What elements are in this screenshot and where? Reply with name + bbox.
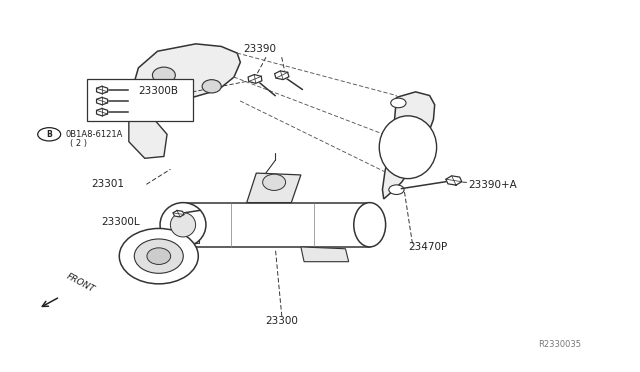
Polygon shape bbox=[248, 74, 262, 83]
Polygon shape bbox=[97, 86, 108, 94]
Polygon shape bbox=[129, 101, 167, 158]
Ellipse shape bbox=[389, 185, 404, 195]
Polygon shape bbox=[301, 247, 349, 262]
Polygon shape bbox=[183, 203, 370, 247]
Polygon shape bbox=[246, 173, 301, 203]
Ellipse shape bbox=[134, 239, 183, 273]
Polygon shape bbox=[275, 71, 289, 80]
Polygon shape bbox=[97, 97, 108, 105]
Text: 0B1A8-6121A: 0B1A8-6121A bbox=[65, 130, 122, 139]
Text: 23300: 23300 bbox=[266, 316, 298, 326]
Ellipse shape bbox=[262, 174, 285, 190]
Ellipse shape bbox=[160, 203, 206, 247]
Polygon shape bbox=[97, 109, 108, 116]
Text: 23301: 23301 bbox=[92, 179, 124, 189]
Ellipse shape bbox=[202, 80, 221, 93]
Ellipse shape bbox=[391, 98, 406, 108]
Polygon shape bbox=[129, 44, 241, 112]
Circle shape bbox=[38, 128, 61, 141]
Text: B: B bbox=[46, 130, 52, 139]
Text: 23300B: 23300B bbox=[138, 86, 179, 96]
Ellipse shape bbox=[170, 212, 196, 237]
Ellipse shape bbox=[354, 203, 386, 247]
Text: 23390+A: 23390+A bbox=[468, 180, 516, 190]
Ellipse shape bbox=[130, 93, 147, 105]
Text: ( 2 ): ( 2 ) bbox=[70, 139, 86, 148]
Polygon shape bbox=[383, 92, 435, 199]
Ellipse shape bbox=[147, 248, 171, 264]
Polygon shape bbox=[446, 176, 462, 185]
Text: 23300L: 23300L bbox=[102, 217, 140, 227]
Polygon shape bbox=[173, 211, 184, 217]
Text: FRONT: FRONT bbox=[65, 272, 97, 294]
Ellipse shape bbox=[380, 116, 436, 179]
Ellipse shape bbox=[152, 67, 175, 83]
Text: R2330035: R2330035 bbox=[538, 340, 581, 349]
Ellipse shape bbox=[119, 228, 198, 284]
Text: 23470P: 23470P bbox=[408, 242, 447, 252]
FancyBboxPatch shape bbox=[88, 79, 193, 121]
Text: 23390: 23390 bbox=[244, 44, 276, 54]
